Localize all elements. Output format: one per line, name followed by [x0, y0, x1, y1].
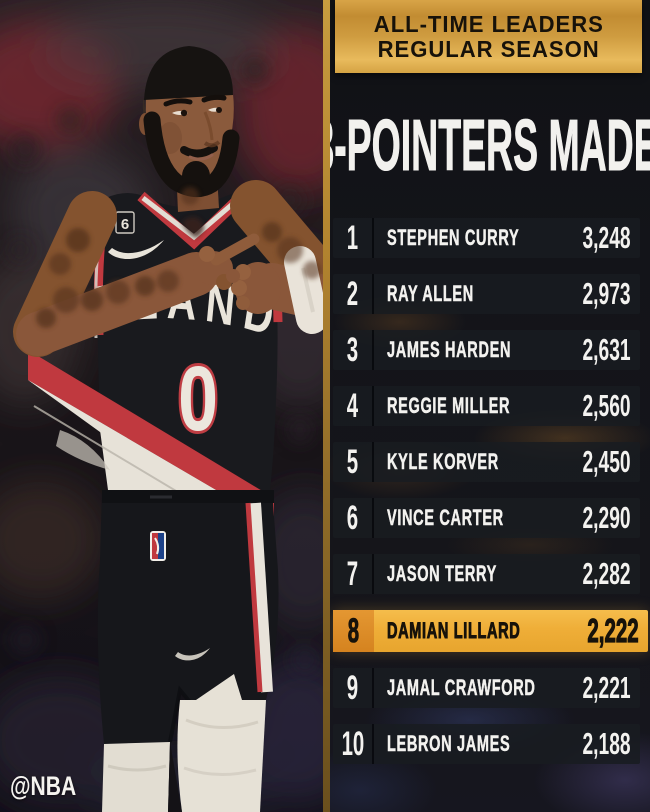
player-value: 2,560 — [582, 388, 631, 423]
pointing-arm — [13, 187, 260, 357]
table-row: 2 RAY ALLEN 2,973 — [333, 274, 640, 314]
rank-cell: 5 — [333, 442, 374, 482]
player-name: STEPHEN CURRY — [387, 225, 520, 250]
player-value: 2,290 — [582, 500, 631, 535]
table-row: 1 STEPHEN CURRY 3,248 — [333, 218, 640, 258]
table-row: 9 JAMAL CRAWFORD 2,221 — [333, 668, 640, 708]
table-row: 6 VINCE CARTER 2,290 — [333, 498, 640, 538]
player-value: 2,631 — [582, 332, 631, 367]
leaderboard: 1 STEPHEN CURRY 3,248 2 RAY ALLEN 2,973 … — [333, 218, 650, 780]
player-value: 3,248 — [582, 220, 631, 255]
table-row: 5 KYLE KORVER 2,450 — [333, 442, 640, 482]
player-value: 2,222 — [587, 611, 639, 649]
player-value: 2,282 — [582, 556, 631, 591]
table-row: 4 REGGIE MILLER 2,560 — [333, 386, 640, 426]
player-name: DAMIAN LILLARD — [387, 618, 521, 644]
player-name: KYLE KORVER — [387, 449, 499, 474]
rank-cell: 1 — [333, 218, 374, 258]
table-row-highlighted: 8 DAMIAN LILLARD 2,222 — [333, 610, 648, 652]
nba-logo-patch — [150, 531, 166, 561]
rank-cell: 8 — [333, 610, 374, 652]
nike-swoosh-icon — [108, 240, 164, 260]
player-value: 2,973 — [582, 276, 631, 311]
gold-divider — [323, 0, 330, 812]
rank-cell: 3 — [333, 330, 374, 370]
player-name: VINCE CARTER — [387, 505, 504, 530]
player-name: JAMAL CRAWFORD — [387, 675, 536, 700]
header-line-1: ALL-TIME LEADERS — [373, 10, 604, 37]
svg-text:0: 0 — [178, 347, 218, 450]
player-name: RAY ALLEN — [387, 281, 474, 306]
fist-arm — [230, 180, 330, 334]
watermark: @NBA — [10, 771, 77, 801]
table-row: 10 LEBRON JAMES 2,188 — [333, 724, 640, 764]
player-name: REGGIE MILLER — [387, 393, 511, 418]
player-value: 2,450 — [582, 444, 631, 479]
player-name: JASON TERRY — [387, 561, 497, 586]
table-row: 7 JASON TERRY 2,282 — [333, 554, 640, 594]
svg-text:6: 6 — [121, 216, 129, 233]
player-photo: RTLAND 0 6 — [0, 0, 330, 812]
jersey-number: 0 — [176, 345, 221, 453]
player-value: 2,188 — [582, 726, 631, 761]
player-name: JAMES HARDEN — [387, 337, 512, 362]
leaders-panel: ALL-TIME LEADERS REGULAR SEASON 3-POINTE… — [330, 0, 650, 812]
panel-header: ALL-TIME LEADERS REGULAR SEASON — [335, 0, 642, 73]
rank-cell: 7 — [333, 554, 374, 594]
player-value: 2,221 — [582, 670, 631, 705]
player-photo-art: RTLAND 0 6 — [0, 0, 330, 812]
thigh-sleeves — [102, 674, 266, 812]
jersey-patch-6: 6 — [115, 211, 135, 234]
table-row: 3 JAMES HARDEN 2,631 — [333, 330, 640, 370]
leaderboard-title: 3-POINTERS MADE — [330, 106, 650, 187]
rank-cell: 9 — [333, 668, 374, 708]
rank-cell: 2 — [333, 274, 374, 314]
rank-cell: 4 — [333, 386, 374, 426]
rank-cell: 10 — [333, 724, 374, 764]
header-line-2: REGULAR SEASON — [377, 35, 600, 62]
player-figure: RTLAND 0 6 — [13, 46, 330, 812]
rank-cell: 6 — [333, 498, 374, 538]
player-name: LEBRON JAMES — [387, 731, 511, 756]
